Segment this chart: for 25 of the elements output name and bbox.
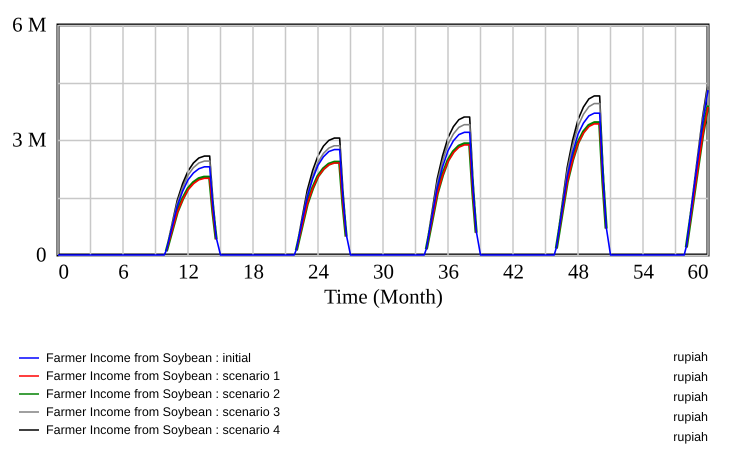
- y-tick-label: 3 M: [12, 128, 47, 152]
- x-tick-label: 18: [243, 260, 264, 284]
- x-tick-label: 24: [308, 260, 330, 284]
- legend-label: Farmer Income from Soybean : scenario 3: [46, 405, 280, 419]
- x-tick-label: 6: [118, 260, 129, 284]
- x-tick-label: 48: [568, 260, 589, 284]
- text: rupiah: [673, 410, 708, 424]
- y-tick-label: 6 M: [12, 12, 47, 36]
- text: rupiah: [673, 350, 708, 364]
- x-tick-label: 60: [688, 260, 708, 284]
- legend-label: Farmer Income from Soybean : initial: [46, 351, 251, 365]
- text: rupiah: [673, 370, 708, 384]
- text: rupiah: [673, 430, 708, 444]
- legend-label: Farmer Income from Soybean : scenario 1: [46, 369, 280, 383]
- x-tick-label: 0: [58, 260, 69, 284]
- legend-label: Farmer Income from Soybean : scenario 4: [46, 423, 280, 437]
- text: rupiah: [673, 390, 708, 404]
- x-tick-label: 42: [503, 260, 524, 284]
- x-tick-label: 54: [633, 260, 654, 284]
- legend-label: Farmer Income from Soybean : scenario 2: [46, 387, 280, 401]
- x-axis-title: Time (Month): [324, 284, 443, 308]
- x-tick-label: 36: [438, 260, 459, 284]
- x-tick-label: 12: [178, 260, 199, 284]
- y-tick-label: 0: [36, 242, 46, 266]
- x-tick-label: 30: [373, 260, 394, 284]
